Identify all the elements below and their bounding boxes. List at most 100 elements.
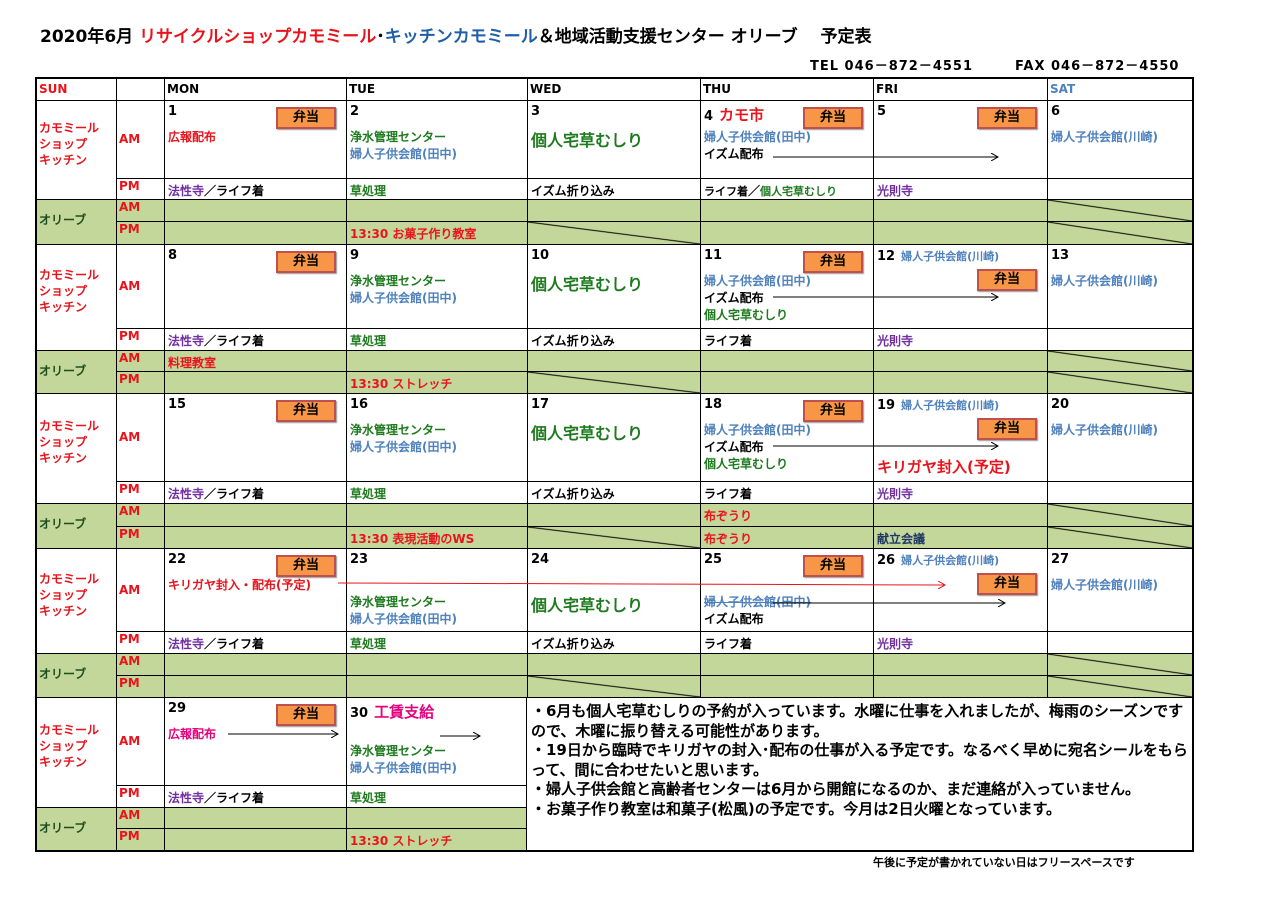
day-cell-am: 26 婦人子供会館(川崎) 弁当 (873, 548, 1048, 632)
date-header: 20 (1051, 397, 1069, 412)
header-fri: FRI (873, 78, 1048, 101)
olive-am-entry: 布ぞうり (704, 509, 753, 523)
am-label: AM (116, 244, 165, 329)
pm-label: PM (116, 328, 165, 351)
schedule-entry: 広報配布 (168, 727, 217, 741)
schedule-entry: 婦人子供会館(田中) (350, 291, 457, 305)
pm-label: PM (116, 631, 165, 654)
note-item: ・19日から臨時でキリガヤの封入･配布の仕事が入る予定です。なるべく早めに宛名シ… (531, 741, 1188, 779)
day-cell-pm: 草処理 (346, 481, 528, 504)
olive-pm-cell (700, 221, 874, 245)
olive-pm-cell (164, 221, 347, 245)
pm-label: PM (116, 785, 165, 808)
day-cell-am: 13 婦人子供会館(川崎) (1047, 244, 1193, 329)
pm-entry: 光則寺 (877, 487, 914, 501)
schedule-entry: 個人宅草むしり (531, 131, 644, 150)
olive-am-cell (346, 807, 528, 829)
date-number: 1 (168, 104, 178, 119)
am-entries: キリガヤ封入・配布(予定) (168, 577, 344, 594)
day-cell-pm: 草処理 (346, 178, 528, 200)
date-number: 5 (877, 104, 887, 119)
am-entries: 婦人子供会館(田中) イズム配布 (704, 577, 871, 628)
date-number: 30 (350, 706, 369, 721)
bento-badge: 弁当 (977, 107, 1037, 129)
pm-entry: ／ライフ着 (204, 791, 265, 805)
olive-pm-cell (1047, 221, 1193, 245)
olive-am-entry: 料理教室 (168, 356, 217, 370)
date-number: 13 (1051, 248, 1070, 263)
bento-badge: 弁当 (803, 251, 863, 273)
schedule-entry: 婦人子供会館(川崎) (1051, 274, 1158, 288)
day-cell-am: 3 個人宅草むしり (527, 100, 701, 179)
olive-am-cell (527, 199, 701, 222)
shop-label: カモミール ショップ キッチン (36, 697, 117, 808)
date-number: 6 (1051, 104, 1061, 119)
date-header: 24 (531, 552, 549, 567)
date-number: 3 (531, 104, 541, 119)
pm-entry: 個人宅草むしり (760, 185, 838, 198)
olive-pm-entry: 布ぞうり (704, 532, 753, 546)
date-number: 26 (877, 553, 896, 568)
header-thu: THU (700, 78, 874, 101)
olive-am-cell (700, 199, 874, 222)
olive-am-label: AM (116, 503, 165, 527)
olive-pm-cell (527, 371, 701, 394)
day-cell-pm (1047, 328, 1193, 351)
pm-entry: ／ライフ着 (204, 487, 265, 501)
olive-pm-cell (1047, 675, 1193, 698)
olive-pm-cell: 献立会議 (873, 526, 1048, 549)
pm-entry: 光則寺 (877, 184, 914, 198)
date-header: 30 工賃支給 (350, 701, 434, 722)
olive-pm-entry: 13:30 ストレッチ (350, 834, 453, 848)
schedule-entry: 婦人子供会館(田中) (704, 274, 811, 288)
schedule-entry (350, 726, 525, 743)
date-number: 29 (168, 701, 187, 716)
schedule-entry: 婦人子供会館(田中) (350, 612, 457, 626)
am-entries: 浄水管理センター 婦人子供会館(田中) (350, 726, 525, 777)
olive-pm-entry: 献立会議 (877, 532, 926, 546)
date-header: 4 カモ市 (704, 104, 764, 125)
day-cell-pm: 法性寺／ライフ着 (164, 785, 347, 808)
olive-pm-entry: 13:30 表現活動のWS (350, 532, 475, 546)
day-cell-pm: イズム折り込み (527, 631, 701, 654)
am-entries: 個人宅草むしり (531, 577, 698, 618)
olive-pm-label: PM (116, 526, 165, 549)
day-cell-am: 10 個人宅草むしり (527, 244, 701, 329)
date-number: 25 (704, 552, 723, 567)
date-header: 6 (1051, 104, 1060, 119)
bento-badge: 弁当 (977, 573, 1037, 595)
pm-entry: 草処理 (350, 637, 387, 651)
olive-pm-cell: 13:30 表現活動のWS (346, 526, 528, 549)
header-wed: WED (527, 78, 701, 101)
olive-am-cell (1047, 653, 1193, 676)
pm-entry: 法性寺 (168, 637, 205, 651)
schedule-entry: イズム配布 (704, 291, 764, 305)
olive-pm-cell (346, 675, 528, 698)
olive-pm-cell (527, 221, 701, 245)
day-cell-pm: 光則寺 (873, 178, 1048, 200)
day-cell-am: 25 弁当 婦人子供会館(田中) イズム配布 (700, 548, 874, 632)
day-cell-pm: 法性寺／ライフ着 (164, 631, 347, 654)
schedule-entry: 浄水管理センター (350, 130, 447, 144)
pm-entry: ／ライフ着 (204, 184, 265, 198)
bento-badge: 弁当 (977, 418, 1037, 440)
day-heading: 婦人子供会館(川崎) (901, 250, 1000, 263)
day-cell-am: 1 弁当 広報配布 (164, 100, 347, 179)
olive-am-cell (700, 350, 874, 372)
schedule-entry: 婦人子供会館(田中) (704, 423, 811, 437)
day-heading: 婦人子供会館(川崎) (901, 554, 1000, 567)
date-header: 16 (350, 397, 368, 412)
note-item: ・お菓子作り教室は和菓子(松風)の予定です。今月は2日火曜となっています。 (531, 799, 1061, 818)
day-cell-am: 4 カモ市 弁当 婦人子供会館(田中) イズム配布 (700, 100, 874, 179)
date-header: 2 (350, 104, 359, 119)
day-cell-pm: イズム折り込み (527, 481, 701, 504)
schedule-entry: 浄水管理センター (350, 274, 447, 288)
pm-entry: イズム折り込み (531, 184, 615, 198)
schedule-entry: 広報配布 (168, 130, 217, 144)
fax-number: FAX 046－872－4550 (1015, 59, 1180, 74)
day-cell-am: 19 婦人子供会館(川崎) 弁当 キリガヤ封入(予定) (873, 393, 1048, 482)
olive-pm-label: PM (116, 675, 165, 698)
schedule-entry: 浄水管理センター (350, 423, 447, 437)
schedule-entry: 個人宅草むしり (531, 424, 644, 443)
day-cell-pm: 光則寺 (873, 328, 1048, 351)
